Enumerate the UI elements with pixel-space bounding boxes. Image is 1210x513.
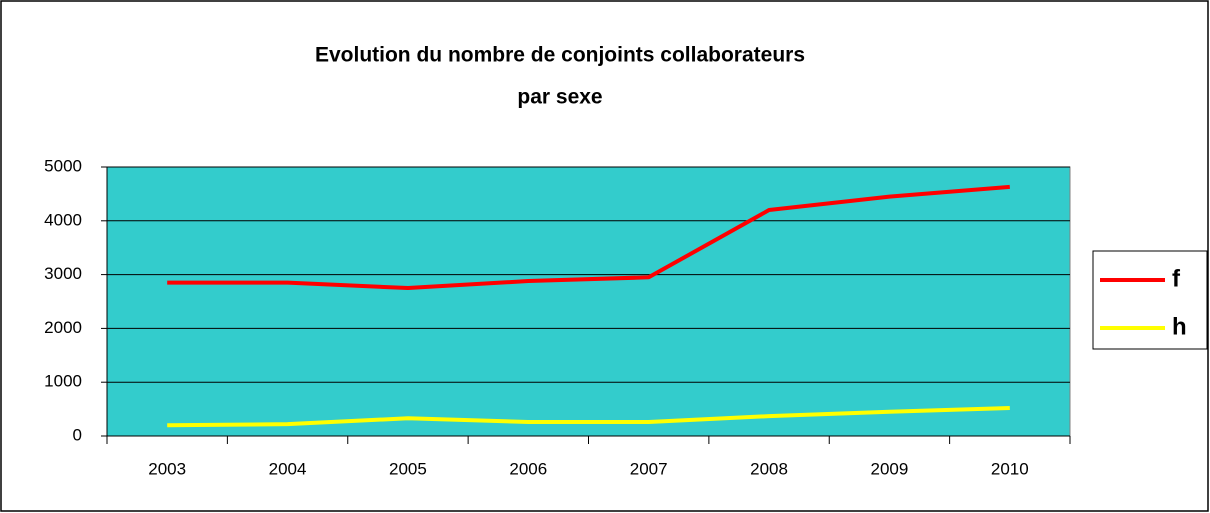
legend-label: f (1172, 265, 1181, 292)
x-tick-label: 2004 (269, 459, 307, 478)
y-tick-label: 4000 (44, 210, 82, 229)
chart-title: Evolution du nombre de conjoints collabo… (315, 44, 805, 67)
plot-area (106, 166, 1071, 437)
x-tick-label: 2005 (389, 459, 427, 478)
x-tick-label: 2007 (630, 459, 668, 478)
x-tick-label: 2003 (148, 459, 186, 478)
x-tick-label: 2010 (991, 459, 1029, 478)
legend-label: h (1172, 313, 1187, 340)
y-tick-label: 2000 (44, 318, 82, 337)
series-line (167, 184, 1010, 291)
series-line (167, 406, 1010, 428)
y-tick-label: 3000 (44, 264, 82, 283)
y-tick-label: 5000 (44, 156, 82, 175)
y-tick-label: 1000 (44, 372, 82, 391)
y-tick-label: 0 (73, 425, 82, 444)
x-tick-label: 2009 (871, 459, 909, 478)
x-tick-label: 2008 (750, 459, 788, 478)
legend-box (1092, 250, 1208, 350)
x-tick-label: 2006 (509, 459, 547, 478)
chart-title: par sexe (517, 86, 602, 109)
